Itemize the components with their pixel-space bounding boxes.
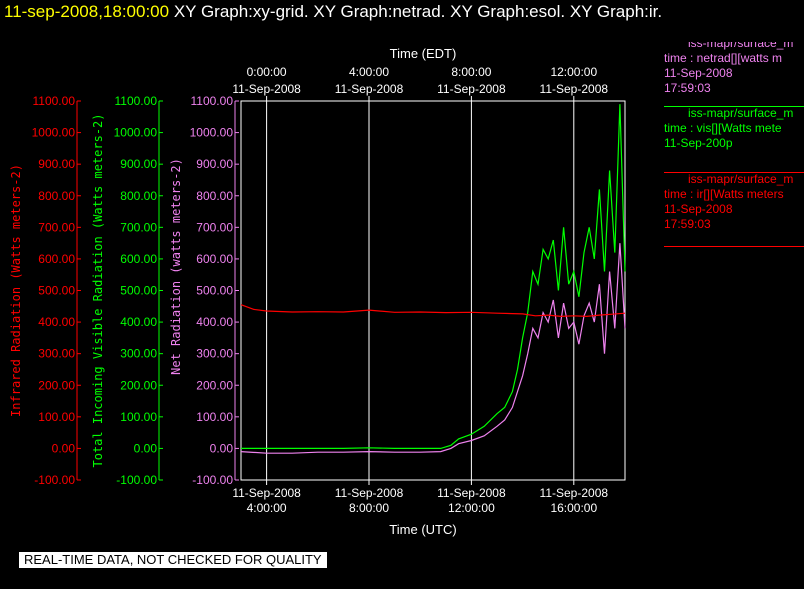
legend-line3: 11-Sep-2008: [664, 66, 733, 80]
y-tick-label: 1100.00: [33, 94, 76, 108]
series-line-net: [240, 243, 626, 454]
y-tick-label: 700.00: [120, 220, 157, 234]
y-tick-label: 900.00: [120, 157, 157, 171]
y-tick-label: 200.00: [196, 378, 233, 392]
y-tick-label: 500.00: [38, 284, 75, 298]
legend-line2: time : vis[][Watts mete: [664, 121, 782, 135]
y-tick-label: -100.00: [116, 473, 157, 487]
x-tick-label: 4:00:00: [247, 501, 287, 515]
y-tick-label: 300.00: [38, 347, 75, 361]
legend-line4: 17:59:03: [664, 81, 711, 95]
y-tick-label: 0.00: [134, 441, 158, 455]
y-axis-label-ir: Infrared Radiation (Watts meters-2): [9, 164, 23, 417]
legend-line3: 11-Sep-200p: [664, 136, 733, 150]
top-axis-title: Time (EDT): [390, 46, 457, 61]
top-tick-label: 4:00:00: [349, 65, 389, 79]
graph-title-0: XY Graph:xy-grid.: [173, 2, 309, 21]
top-tick-label: 11-Sep-2008: [232, 82, 301, 96]
x-tick-label: 11-Sep-2008: [232, 486, 301, 500]
y-tick-label: 0.00: [210, 441, 234, 455]
y-tick-label: 0.00: [52, 441, 76, 455]
graph-title-3: XY Graph:ir.: [569, 2, 663, 21]
legend-line1: iss-mapr/surface_m: [688, 42, 794, 50]
y-tick-label: 100.00: [196, 410, 233, 424]
x-tick-label: 11-Sep-2008: [540, 486, 609, 500]
y-tick-label: 600.00: [196, 252, 233, 266]
y-tick-label: 200.00: [38, 378, 75, 392]
top-tick-label: 8:00:00: [451, 65, 491, 79]
y-axis-label-vis: Total Incoming Visible Radiation (Watts …: [91, 113, 105, 467]
y-tick-label: -100.00: [192, 473, 233, 487]
y-tick-label: 100.00: [38, 410, 75, 424]
y-tick-label: 1000.00: [190, 126, 234, 140]
series-line-vis: [241, 104, 626, 449]
top-tick-label: 11-Sep-2008: [540, 82, 609, 96]
x-tick-label: 11-Sep-2008: [335, 486, 404, 500]
legend: iss-mapr/surface_m time : netrad[][watts…: [664, 42, 804, 247]
legend-line4: 17:59:03: [664, 217, 711, 231]
legend-line1: iss-mapr/surface_m: [688, 172, 794, 186]
page-title: 11-sep-2008,18:00:00 XY Graph:xy-grid. X…: [4, 2, 662, 22]
legend-item-ir: iss-mapr/surface_m time : ir[][Watts met…: [664, 172, 804, 247]
quality-banner: REAL-TIME DATA, NOT CHECKED FOR QUALITY: [19, 552, 327, 568]
y-tick-label: 1000.00: [114, 126, 158, 140]
y-tick-label: 1000.00: [32, 126, 76, 140]
y-tick-label: 500.00: [196, 284, 233, 298]
y-tick-label: 100.00: [120, 410, 157, 424]
x-tick-label: 11-Sep-2008: [437, 486, 506, 500]
top-tick-label: 11-Sep-2008: [437, 82, 506, 96]
y-tick-label: 1100.00: [191, 94, 234, 108]
top-tick-label: 12:00:00: [550, 65, 597, 79]
x-tick-label: 12:00:00: [448, 501, 495, 515]
y-tick-label: 700.00: [38, 220, 75, 234]
legend-line-ir: [664, 172, 804, 173]
y-tick-label: 800.00: [38, 189, 75, 203]
y-tick-label: 700.00: [196, 220, 233, 234]
y-tick-label: 1100.00: [115, 94, 158, 108]
legend-line-vis: [664, 106, 804, 107]
graph-title-2: XY Graph:esol.: [450, 2, 566, 21]
y-tick-label: 800.00: [196, 189, 233, 203]
y-tick-label: 400.00: [196, 315, 233, 329]
plot-frame: [240, 100, 626, 481]
graph-title-1: XY Graph:netrad.: [313, 2, 446, 21]
legend-item-vis: iss-mapr/surface_m time : vis[][Watts me…: [664, 106, 804, 178]
x-tick-label: 8:00:00: [349, 501, 389, 515]
y-tick-label: 500.00: [120, 284, 157, 298]
y-tick-label: 300.00: [196, 347, 233, 361]
top-tick-label: 11-Sep-2008: [335, 82, 404, 96]
y-tick-label: -100.00: [34, 473, 75, 487]
y-tick-label: 300.00: [120, 347, 157, 361]
y-tick-label: 900.00: [196, 157, 233, 171]
x-tick-label: 16:00:00: [550, 501, 597, 515]
y-tick-label: 800.00: [120, 189, 157, 203]
y-tick-label: 400.00: [120, 315, 157, 329]
legend-line2: time : netrad[][watts m: [664, 51, 783, 65]
y-axis-label-net: Net Radiation (watts meters-2): [169, 158, 183, 375]
legend-line2: time : ir[][Watts meters: [664, 187, 784, 201]
legend-line1: iss-mapr/surface_m: [688, 106, 794, 120]
series-line-ir: [240, 304, 626, 318]
top-tick-label: 0:00:00: [247, 65, 287, 79]
legend-end-line: [664, 246, 804, 247]
y-tick-label: 400.00: [38, 315, 75, 329]
y-tick-label: 600.00: [120, 252, 157, 266]
y-tick-label: 200.00: [120, 378, 157, 392]
y-tick-label: 600.00: [38, 252, 75, 266]
legend-item-netrad: iss-mapr/surface_m time : netrad[][watts…: [664, 42, 804, 106]
x-axis-title: Time (UTC): [389, 522, 456, 537]
y-tick-label: 900.00: [38, 157, 75, 171]
legend-line3: 11-Sep-2008: [664, 202, 733, 216]
timestamp: 11-sep-2008,18:00:00: [4, 2, 170, 21]
